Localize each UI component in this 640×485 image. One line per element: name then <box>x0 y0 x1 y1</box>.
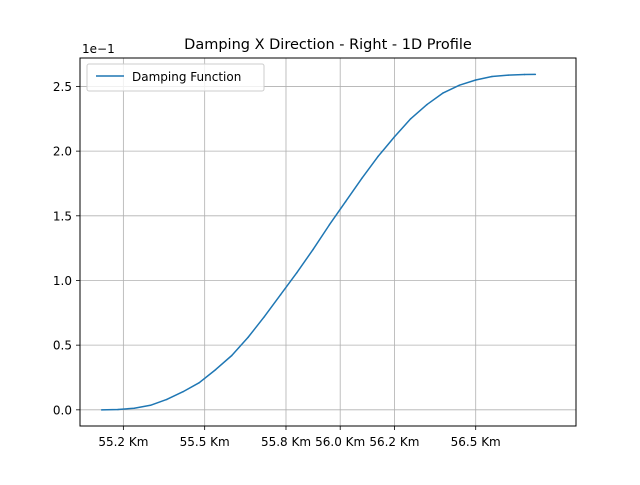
y-tick-label: 1.5 <box>53 209 72 223</box>
x-tick-label: 56.0 Km <box>315 435 365 449</box>
series-layer <box>100 73 537 411</box>
legend: Damping Function <box>86 63 265 92</box>
data-point <box>133 407 135 410</box>
data-point <box>149 404 152 407</box>
data-point <box>377 155 379 158</box>
data-point <box>100 409 103 411</box>
data-point <box>534 73 537 76</box>
data-point <box>117 408 119 411</box>
plot-area-frame <box>79 57 577 427</box>
data-point <box>247 336 249 339</box>
x-tick-label: 55.2 Km <box>98 435 148 449</box>
data-point <box>523 73 526 76</box>
y-tick-label: 0.0 <box>53 403 72 417</box>
data-point <box>198 381 201 384</box>
data-point <box>491 75 493 78</box>
grid-lines <box>80 58 576 426</box>
data-point <box>312 248 314 251</box>
y-tick-label: 2.0 <box>53 145 72 159</box>
data-point <box>361 177 363 180</box>
y-tick-label: 2.5 <box>53 80 72 94</box>
legend-label: Damping Function <box>132 70 241 84</box>
data-point <box>474 79 477 81</box>
data-point <box>409 118 412 120</box>
data-point <box>296 271 298 274</box>
data-point <box>165 398 168 401</box>
data-point <box>393 136 396 138</box>
x-tick-label: 55.8 Km <box>261 435 311 449</box>
data-point <box>214 368 217 371</box>
data-point <box>426 103 428 106</box>
legend-box <box>86 63 265 92</box>
data-point <box>458 84 461 86</box>
data-point <box>263 315 266 318</box>
x-tick-label: 55.5 Km <box>180 435 230 449</box>
data-point <box>182 390 184 393</box>
chart-title: Damping X Direction - Right - 1D Profile <box>184 37 472 53</box>
data-point <box>279 293 282 296</box>
series-line-damping-function <box>101 73 536 411</box>
y-tick-label: 1.0 <box>53 274 72 288</box>
y-axis: 0.0 0.5 1.0 1.5 2.0 2.5 <box>53 80 80 417</box>
data-point <box>231 354 233 357</box>
data-point <box>328 224 331 226</box>
data-point <box>507 74 509 76</box>
y-tick-label: 0.5 <box>53 339 72 353</box>
y-axis-scale-label: 1e−1 <box>82 42 115 56</box>
x-axis: 55.2 Km 55.5 Km 55.8 Km 56.0 Km 56.2 Km 56.5 … <box>98 426 501 449</box>
x-tick-label: 56.5 Km <box>451 435 501 449</box>
data-point <box>442 92 444 94</box>
x-tick-label: 56.2 Km <box>369 435 419 449</box>
data-point <box>344 200 347 203</box>
